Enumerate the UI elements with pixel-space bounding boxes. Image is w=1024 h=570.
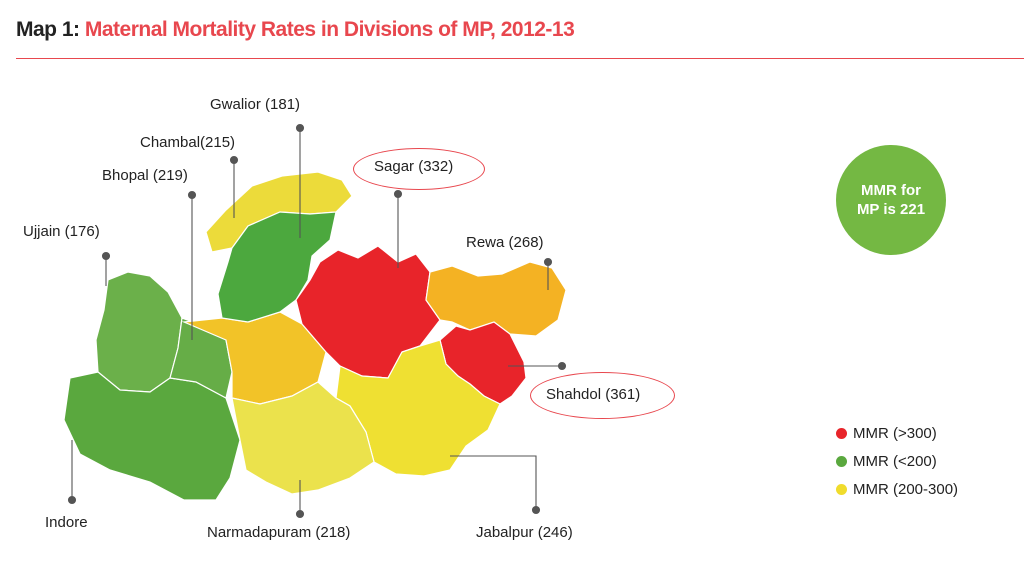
map-number-label: Map 1: xyxy=(16,18,85,41)
label-shahdol: Shahdol (361) xyxy=(546,386,641,403)
legend-label-low: MMR (<200) xyxy=(853,452,937,470)
title-divider xyxy=(16,58,1024,59)
label-bhopal: Bhopal (219) xyxy=(102,167,188,184)
page-title: Map 1: Maternal Mortality Rates in Divis… xyxy=(16,18,575,42)
legend-item-mid: MMR (200-300) xyxy=(836,479,958,499)
legend-dot-yellow xyxy=(836,483,847,495)
label-narmadapuram: Narmadapuram (218) xyxy=(207,524,351,541)
region-ujjain[interactable] xyxy=(95,271,183,393)
label-indore: Indore xyxy=(45,514,88,531)
legend-label-mid: MMR (200-300) xyxy=(853,480,959,498)
region-indore[interactable] xyxy=(63,371,241,501)
legend-label-high: MMR (>300) xyxy=(853,424,937,442)
label-jabalpur: Jabalpur (246) xyxy=(476,524,573,541)
legend-item-high: MMR (>300) xyxy=(836,423,937,443)
label-gwalior: Gwalior (181) xyxy=(210,96,301,113)
label-rewa: Rewa (268) xyxy=(466,234,544,251)
highlight-oval-sagar xyxy=(353,148,485,190)
label-sagar: Sagar (332) xyxy=(374,158,454,175)
leader-lines xyxy=(67,123,567,519)
region-narmadapuram[interactable] xyxy=(231,381,375,495)
legend-item-low: MMR (<200) xyxy=(836,451,937,471)
region-rewa[interactable] xyxy=(425,261,567,337)
legend-dot-green xyxy=(836,455,847,467)
map-title: Maternal Mortality Rates in Divisions of… xyxy=(84,18,575,41)
state-mmr-line1: MMR for xyxy=(861,182,921,199)
label-chambal: Chambal(215) xyxy=(140,134,236,151)
highlight-oval-shahdol xyxy=(530,372,675,419)
state-mmr-line2: MP is 221 xyxy=(856,201,926,218)
label-ujjain: Ujjain (176) xyxy=(23,223,100,240)
state-mmr-badge: MMR for MP is 221 xyxy=(836,145,946,255)
legend-dot-red xyxy=(836,427,847,439)
